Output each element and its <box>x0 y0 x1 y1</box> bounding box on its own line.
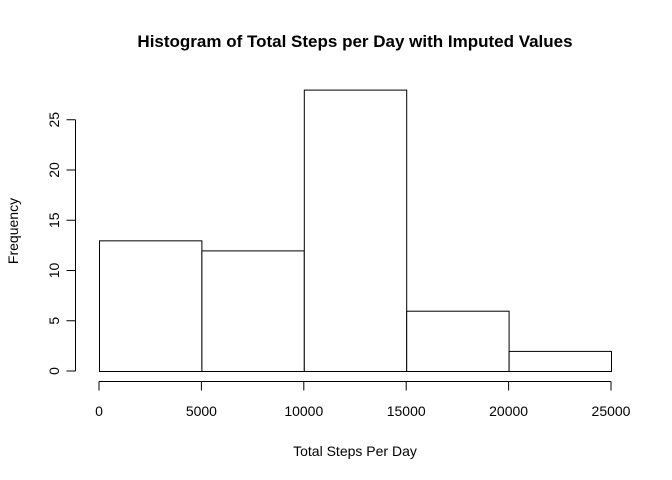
x-axis: 0 5000 10000 15000 20000 25000 <box>95 381 631 419</box>
x-tick-label: 20000 <box>489 403 528 419</box>
y-tick-label: 20 <box>46 162 62 178</box>
y-tick-label: 5 <box>46 317 62 325</box>
histogram-bar-3 <box>303 89 408 372</box>
x-tick-label: 25000 <box>592 403 631 419</box>
histogram-bar-2 <box>201 250 305 372</box>
y-axis: 0 5 10 15 20 25 <box>46 112 76 375</box>
x-tick-label: 15000 <box>387 403 426 419</box>
x-tick-label: 0 <box>95 403 103 419</box>
y-tick-label: 0 <box>46 367 62 375</box>
y-tick-label: 15 <box>46 212 62 228</box>
x-axis-label: Total Steps Per Day <box>293 443 417 459</box>
x-tick-label: 5000 <box>186 403 217 419</box>
y-tick-label: 10 <box>46 263 62 279</box>
bars-layer <box>99 89 613 373</box>
y-axis-label: Frequency <box>5 198 21 264</box>
chart-title: Histogram of Total Steps per Day with Im… <box>137 32 572 51</box>
histogram-bar-4 <box>406 310 510 373</box>
y-tick-label: 25 <box>46 112 62 128</box>
x-tick-label: 10000 <box>284 403 323 419</box>
histogram-bar-5 <box>508 350 613 372</box>
histogram-bar-1 <box>99 240 203 372</box>
